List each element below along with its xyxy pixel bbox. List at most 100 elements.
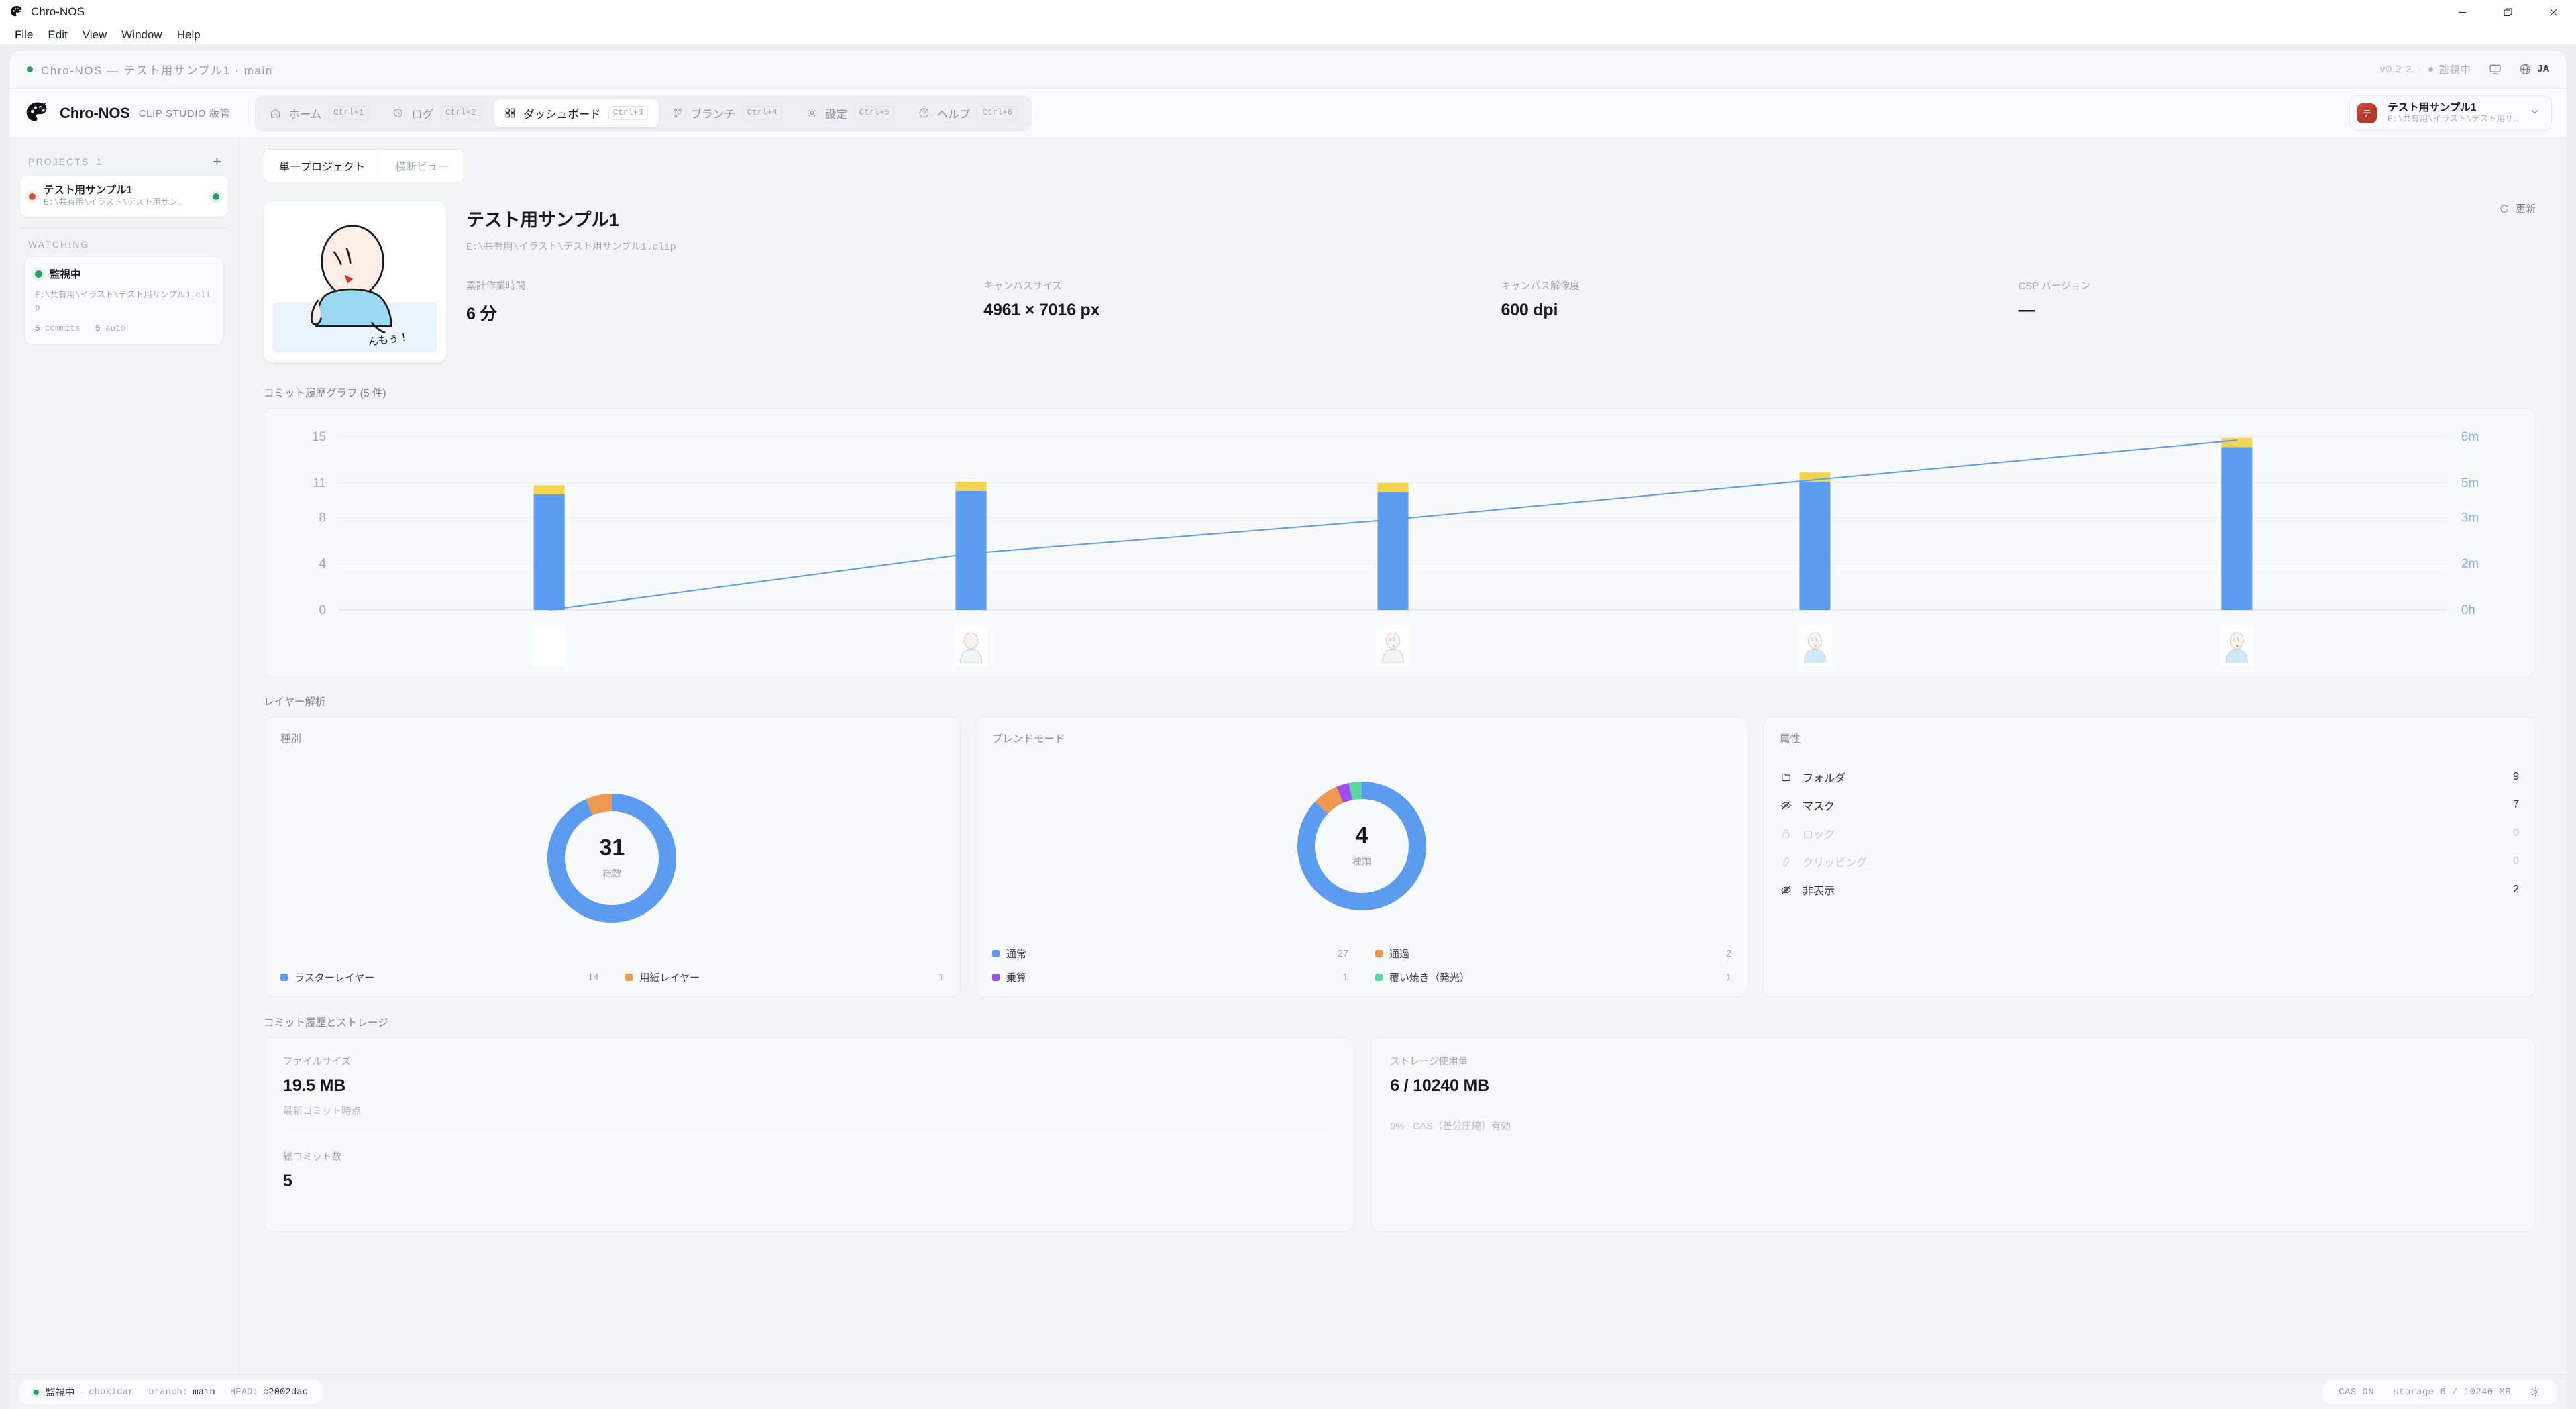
project-picker-name: テスト用サンプル1 (2387, 101, 2477, 113)
sun-icon[interactable] (2530, 1386, 2541, 1398)
legend-swatch (280, 974, 288, 981)
attribute-value: 9 (2513, 771, 2519, 782)
refresh-button[interactable]: 更新 (2499, 201, 2536, 215)
attribute-label: クリッピング (1802, 857, 1867, 869)
project-stats: 累計作業時間 6 分 キャンバスサイズ 4961 × 7016 px キャンバス… (466, 278, 2536, 325)
statusbar-right: CAS ON storage 6 / 10240 MB (2322, 1379, 2557, 1404)
project-picker[interactable]: テ テスト用サンプル1 E:\共有用\イラスト\テスト用サ… (2349, 95, 2552, 132)
view-tab-cross[interactable]: 横断ビュー (380, 149, 465, 182)
attribute-row-clipping: クリッピング 0 (1780, 847, 2519, 876)
refresh-label: 更新 (2515, 203, 2536, 215)
chart-section-label: コミット履歴グラフ (5 件) (264, 388, 386, 399)
commits-key: 総コミット数 (283, 1152, 341, 1163)
watching-status-dot (35, 270, 42, 278)
status-dot (2428, 67, 2433, 72)
storage-row: ファイルサイズ 19.5 MB 最新コミット時点 総コミット数 5 ストレージ使… (264, 1037, 2536, 1232)
legend-value: 27 (1337, 948, 1348, 959)
statusbar-watcher: chokidar (89, 1386, 134, 1398)
legend-item[interactable]: 乗算 1 (991, 970, 1348, 984)
watch-status-label: 監視中 (2438, 64, 2471, 76)
storage-section-label: コミット履歴とストレージ (264, 1017, 388, 1029)
filesize-sub: 最新コミット時点 (283, 1106, 361, 1117)
menu-item-view[interactable]: View (82, 28, 107, 41)
attribute-row-hidden: 非表示 2 (1780, 876, 2519, 904)
folder-icon (1780, 772, 1793, 783)
menu-item-help[interactable]: Help (176, 28, 201, 41)
commit-history-chart[interactable]: 0 0h 4 2m 8 3m 11 5m 15 6m (264, 408, 2536, 676)
legend-value: 1 (938, 972, 944, 983)
layer-analysis-row: 種別 31 総数 ラスターレイヤー 14 (264, 717, 2536, 997)
layer-kind-donut[interactable]: 31 総数 (280, 745, 944, 970)
tab-help-label: ヘルプ (936, 108, 971, 121)
legend-item[interactable]: 用紙レイヤー 1 (625, 970, 944, 984)
filesize-value: 19.5 MB (283, 1076, 346, 1095)
legend-swatch (991, 950, 1000, 957)
attribute-value: 2 (2513, 884, 2519, 895)
svg-text:15: 15 (312, 430, 326, 444)
project-thumbnail[interactable]: んもぅ！ (264, 201, 446, 362)
statusbar-branch-value: main (193, 1386, 215, 1398)
history-icon (392, 107, 404, 119)
language-selector[interactable]: JA (2519, 63, 2549, 76)
layer-kind-card: 種別 31 総数 ラスターレイヤー 14 (264, 717, 961, 997)
storage-value: 6 / 10240 MB (1390, 1076, 1489, 1095)
attribute-row-mask: マスク 7 (1780, 791, 2519, 819)
stat-cspversion-value: — (2018, 301, 2035, 319)
statusbar-storage: storage 6 / 10240 MB (2392, 1386, 2511, 1398)
tab-home-label: ホーム (288, 108, 322, 121)
legend-item[interactable]: ラスターレイヤー 14 (280, 970, 598, 984)
view-tab-single[interactable]: 単一プロジェクト (264, 149, 381, 182)
menu-item-window[interactable]: Window (121, 28, 162, 41)
storage-card: ストレージ使用量 6 / 10240 MB 0% · CAS（差分圧縮）有効 (1371, 1037, 2536, 1232)
legend-item[interactable]: 通過 2 (1375, 947, 1731, 961)
palette-logo-icon (24, 100, 51, 127)
stat-worktime: 累計作業時間 6 分 (466, 278, 983, 325)
sidebar-projects-header: PROJECTS 1 + (20, 149, 228, 176)
watch-status-dot (27, 66, 33, 72)
watching-card[interactable]: 監視中 E:\共有用\イラスト\テスト用サンプル1.clip 5 commits… (24, 256, 224, 345)
layer-blend-donut[interactable]: 4 種類 (992, 745, 1731, 947)
sidebar-divider (21, 227, 227, 229)
window-controls (2439, 0, 2576, 24)
stat-canvassize-key: キャンバスサイズ (983, 281, 1063, 292)
window-strip-right: v0.2.2 · 監視中 JA (2380, 62, 2549, 76)
watching-status-row: 監視中 (35, 266, 213, 281)
tab-log[interactable]: ログ Ctrl+2 (382, 99, 491, 127)
tab-dashboard[interactable]: ダッシュボード Ctrl+3 (494, 99, 659, 127)
project-color-dot (29, 193, 36, 200)
menu-item-file[interactable]: File (15, 28, 34, 41)
monitor-icon[interactable] (2489, 63, 2502, 76)
maximize-icon[interactable] (2485, 0, 2530, 24)
svg-text:11: 11 (313, 476, 326, 490)
minimize-icon[interactable] (2439, 0, 2485, 24)
main-content: 単一プロジェクト 横断ビュー んもぅ！ (239, 138, 2567, 1374)
watching-commits-num: 5 (35, 323, 40, 333)
watching-status-label: 監視中 (50, 269, 81, 281)
stat-worktime-key: 累計作業時間 (466, 281, 526, 292)
plus-icon[interactable]: + (213, 153, 221, 170)
legend-label: 乗算 (1006, 972, 1026, 984)
tab-settings[interactable]: 設定 Ctrl+5 (796, 99, 905, 127)
legend-item[interactable]: 覆い焼き（発光） 1 (1375, 970, 1731, 984)
tab-help[interactable]: ヘルプ Ctrl+6 (908, 99, 1028, 127)
attribute-label: フォルダ (1802, 773, 1845, 784)
tab-branch[interactable]: ブランチ Ctrl+4 (661, 99, 793, 127)
stat-worktime-value: 6 分 (466, 305, 497, 323)
sidebar: PROJECTS 1 + テスト用サンプル1 E:\共有用\イラスト\テスト用サ… (9, 138, 239, 1374)
menu-item-edit[interactable]: Edit (48, 28, 68, 41)
app-body: PROJECTS 1 + テスト用サンプル1 E:\共有用\イラスト\テスト用サ… (9, 138, 2567, 1374)
svg-text:8: 8 (319, 511, 327, 525)
legend-swatch (1375, 950, 1383, 957)
tab-home[interactable]: ホーム Ctrl+1 (259, 99, 379, 127)
statusbar-cas: CAS ON (2339, 1386, 2374, 1398)
legend-swatch (991, 974, 1000, 981)
close-icon[interactable] (2530, 0, 2576, 24)
language-label: JA (2536, 64, 2549, 75)
sidebar-project-item[interactable]: テスト用サンプル1 E:\共有用\イラスト\テスト用サン… (20, 176, 228, 217)
legend-item[interactable]: 通常 27 (991, 947, 1348, 961)
layer-kind-title: 種別 (280, 733, 302, 745)
stat-cspversion: CSP バージョン — (2019, 278, 2536, 325)
tab-branch-label: ブランチ (690, 108, 735, 121)
settings-icon (806, 107, 818, 119)
stat-cspversion-key: CSP バージョン (2018, 281, 2091, 292)
